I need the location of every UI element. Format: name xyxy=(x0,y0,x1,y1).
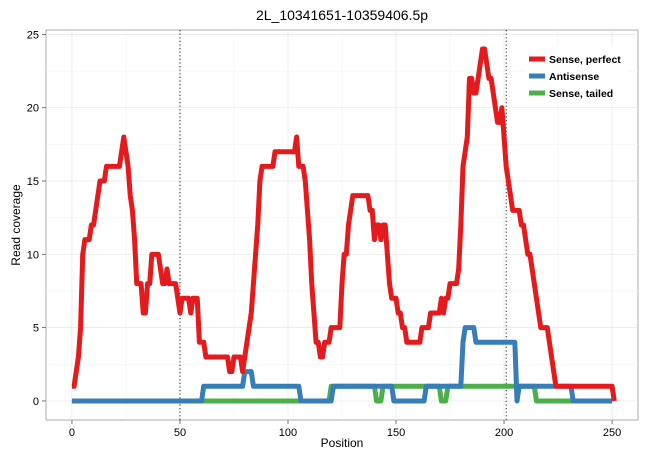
y-tick-label: 10 xyxy=(27,249,39,261)
x-tick-label: 150 xyxy=(387,427,405,439)
series-lines xyxy=(71,46,617,404)
series-line-antisense xyxy=(71,325,613,404)
x-tick-label: 100 xyxy=(279,427,297,439)
x-axis-label: Position xyxy=(321,436,364,450)
y-tick-label: 15 xyxy=(27,176,39,188)
y-tick-label: 20 xyxy=(27,103,39,115)
chart-title: 2L_10341651-10359406.5p xyxy=(256,7,428,23)
x-axis: 0 50 100 150 200 250 xyxy=(69,420,621,439)
y-tick-label: 5 xyxy=(33,323,39,335)
legend-label: Sense, tailed xyxy=(549,88,613,100)
y-axis-label: Read coverage xyxy=(9,184,23,266)
x-tick-label: 0 xyxy=(69,427,75,439)
reference-lines xyxy=(179,30,507,420)
y-tick-label: 25 xyxy=(27,29,39,41)
y-axis: 0 5 10 15 20 25 xyxy=(27,29,46,408)
y-tick-label: 0 xyxy=(33,396,39,408)
legend: Sense, perfect Antisense Sense, tailed xyxy=(524,46,628,104)
series-line-sense-perfect xyxy=(71,46,617,402)
legend-label: Sense, perfect xyxy=(549,54,621,66)
x-tick-label: 250 xyxy=(603,427,621,439)
x-tick-label: 50 xyxy=(174,427,186,439)
legend-label: Antisense xyxy=(549,71,599,83)
x-tick-label: 200 xyxy=(495,427,513,439)
